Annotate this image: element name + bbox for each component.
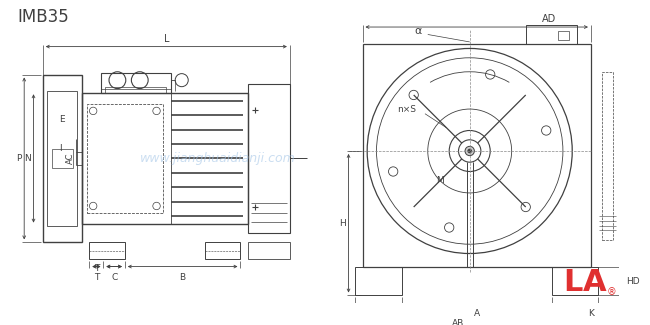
Bar — [82, 93, 248, 224]
Text: A: A — [583, 268, 606, 297]
Bar — [205, 242, 240, 259]
Text: AC: AC — [66, 153, 75, 164]
Text: www.jianghuaidianji.com: www.jianghuaidianji.com — [140, 152, 296, 165]
Text: T: T — [94, 264, 99, 273]
Text: AD: AD — [542, 14, 556, 24]
Bar — [248, 84, 290, 233]
Text: L: L — [564, 268, 583, 297]
Bar — [558, 31, 569, 40]
Bar — [363, 44, 591, 267]
Text: B: B — [179, 273, 186, 282]
Bar — [43, 74, 82, 242]
Text: AB: AB — [452, 319, 464, 325]
Text: K: K — [588, 309, 594, 318]
Text: C: C — [111, 273, 117, 282]
Bar — [526, 25, 577, 44]
Bar — [52, 149, 73, 168]
Bar — [90, 242, 125, 259]
Text: L: L — [164, 34, 169, 44]
Text: n×S: n×S — [397, 105, 416, 113]
Bar — [86, 104, 163, 213]
Circle shape — [467, 149, 472, 153]
Text: T: T — [94, 273, 99, 282]
Bar — [47, 91, 77, 226]
Text: M: M — [436, 176, 444, 185]
Text: E: E — [60, 115, 65, 124]
Bar — [355, 267, 402, 295]
Bar — [248, 242, 290, 259]
Text: H: H — [339, 219, 346, 228]
Text: P: P — [16, 154, 21, 163]
Bar — [552, 267, 599, 295]
Text: α: α — [415, 26, 422, 36]
Text: N: N — [24, 154, 31, 163]
Bar — [101, 73, 170, 93]
Text: I: I — [59, 144, 62, 153]
Circle shape — [465, 146, 474, 156]
Text: IMB35: IMB35 — [18, 8, 70, 26]
Text: HD: HD — [627, 277, 640, 286]
Bar — [602, 72, 613, 240]
Text: A: A — [474, 309, 480, 318]
Bar — [105, 87, 166, 93]
Text: ®: ® — [606, 287, 616, 297]
